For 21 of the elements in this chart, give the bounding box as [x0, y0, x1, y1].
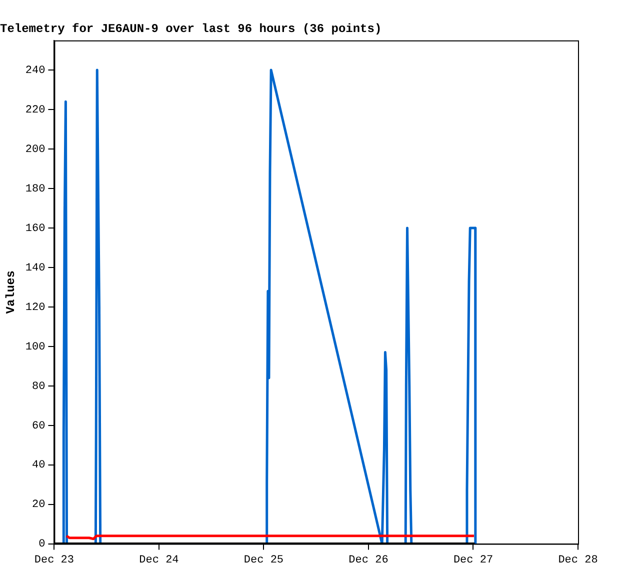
- x-tick-label: Dec 27: [453, 554, 494, 566]
- y-tick-label: 140: [25, 262, 46, 274]
- y-tick-label: 60: [32, 420, 46, 432]
- x-tick-label: Dec 28: [558, 554, 598, 566]
- x-tick-label: Dec 23: [34, 554, 74, 566]
- y-tick-label: 100: [25, 341, 46, 354]
- y-tick-label: 20: [32, 499, 46, 512]
- x-tick-label: Dec 24: [139, 554, 180, 566]
- y-tick-label: 200: [25, 144, 46, 156]
- x-tick-label: Dec 26: [348, 554, 388, 566]
- x-tick-label: Dec 25: [244, 554, 284, 566]
- y-tick-label: 180: [25, 183, 46, 196]
- y-tick-label: 40: [32, 460, 46, 472]
- y-tick-label: 80: [32, 380, 46, 393]
- y-axis-title: Values: [4, 270, 18, 314]
- y-tick-label: 0: [38, 538, 46, 551]
- chart-title: Telemetry for JE6AUN-9 over last 96 hours (36 points): [0, 22, 382, 36]
- y-tick-label: 220: [25, 104, 46, 116]
- y-tick-label: 240: [25, 64, 46, 77]
- y-tick-label: 160: [25, 222, 46, 235]
- y-tick-label: 120: [25, 302, 46, 314]
